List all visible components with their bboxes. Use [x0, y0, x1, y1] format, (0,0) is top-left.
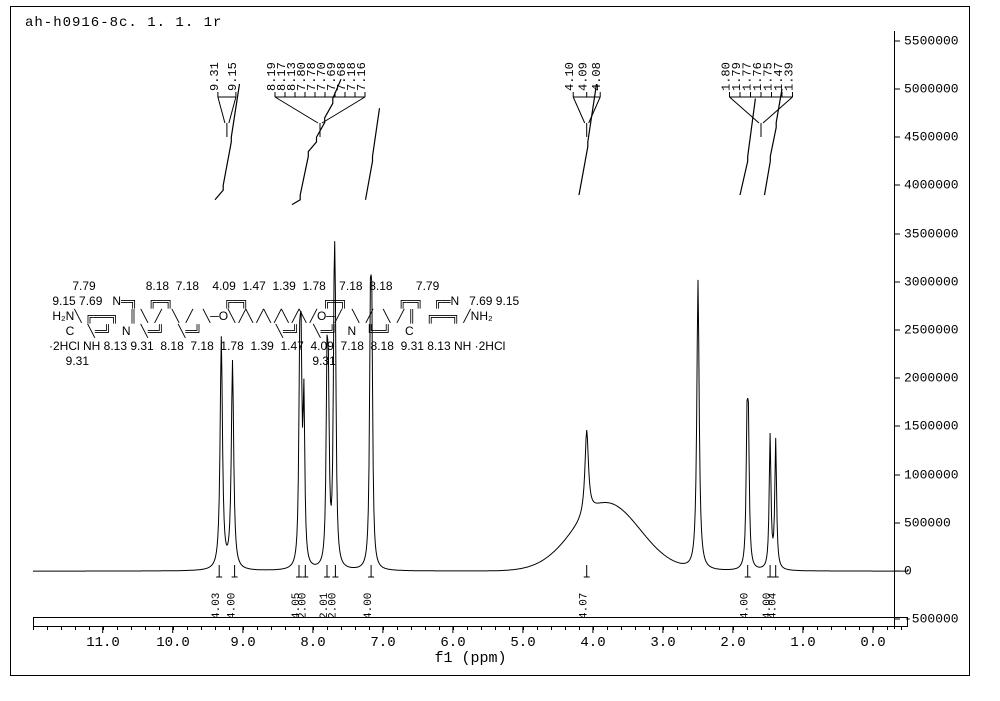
svg-text:4.03: 4.03	[211, 593, 223, 619]
y-tick: 2000000	[895, 371, 959, 386]
x-tick: 10.0	[156, 627, 190, 651]
y-tick: 4000000	[895, 178, 959, 193]
svg-text:2.00: 2.00	[327, 593, 339, 619]
x-tick: 11.0	[86, 627, 120, 651]
y-tick: 5500000	[895, 33, 959, 48]
svg-text:4.08: 4.08	[590, 62, 604, 91]
svg-text:4.07: 4.07	[579, 593, 591, 619]
x-axis-label: f1 (ppm)	[434, 650, 506, 667]
x-tick: 2.0	[720, 627, 745, 651]
svg-text:4.04: 4.04	[768, 592, 780, 619]
x-tick: 9.0	[230, 627, 255, 651]
x-tick: 6.0	[440, 627, 465, 651]
y-tick: 5000000	[895, 81, 959, 96]
structure-annotation: 7.79 8.18 7.18 4.09 1.47 1.39 1.78 7.18 …	[49, 279, 789, 369]
svg-text:9.15: 9.15	[226, 62, 240, 91]
x-tick: 8.0	[300, 627, 325, 651]
svg-text:1.39: 1.39	[783, 62, 797, 91]
y-tick: 1000000	[895, 467, 959, 482]
x-tick: 1.0	[790, 627, 815, 651]
y-tick: 0	[895, 564, 912, 579]
x-tick: 3.0	[650, 627, 675, 651]
y-axis: -500000 0 500000 1000000 1500000 2000000 25000…	[894, 31, 961, 629]
y-tick: 3500000	[895, 226, 959, 241]
y-tick: 500000	[895, 515, 951, 530]
y-tick: 4500000	[895, 130, 959, 145]
x-tick: 0.0	[860, 627, 885, 651]
y-tick: 2500000	[895, 323, 959, 338]
x-axis: f1 (ppm) 11.010.09.08.07.06.05.04.03.02.…	[33, 626, 908, 663]
y-tick: 3000000	[895, 274, 959, 289]
y-tick: -500000	[895, 612, 959, 627]
svg-text:9.31: 9.31	[208, 62, 222, 91]
svg-text:4.00: 4.00	[740, 593, 752, 619]
svg-text:4.09: 4.09	[577, 62, 591, 91]
svg-text:4.10: 4.10	[563, 62, 577, 91]
svg-text:4.00: 4.00	[363, 593, 375, 619]
y-tick: 1500000	[895, 419, 959, 434]
x-tick: 5.0	[510, 627, 535, 651]
x-tick: 7.0	[370, 627, 395, 651]
svg-text:4.00: 4.00	[227, 593, 239, 619]
svg-text:2.00: 2.00	[297, 593, 309, 619]
svg-text:7.16: 7.16	[355, 62, 369, 91]
plot-area: 9.319.158.198.178.137.807.787.707.697.68…	[33, 31, 908, 629]
sample-title: ah-h0916-8c. 1. 1. 1r	[25, 15, 222, 31]
chart-frame: ah-h0916-8c. 1. 1. 1r 9.319.158.198.178.…	[10, 6, 970, 676]
x-tick: 4.0	[580, 627, 605, 651]
